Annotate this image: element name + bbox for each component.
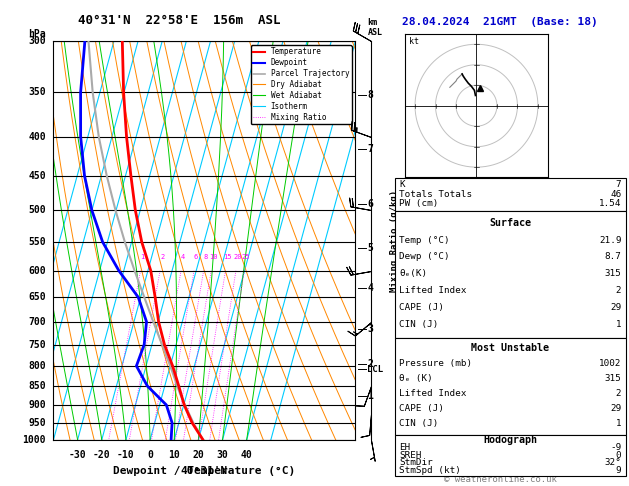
Text: 1: 1 [140, 254, 145, 260]
Text: θₑ(K): θₑ(K) [399, 269, 428, 278]
Text: 650: 650 [28, 292, 46, 302]
Text: 40°31'N  22°58'E  156m  ASL: 40°31'N 22°58'E 156m ASL [78, 14, 281, 27]
Text: 8: 8 [203, 254, 208, 260]
Text: Surface: Surface [489, 218, 532, 228]
Text: 800: 800 [28, 361, 46, 371]
Text: 15: 15 [223, 254, 231, 260]
Text: Dewpoint / Temperature (°C): Dewpoint / Temperature (°C) [113, 466, 296, 476]
Text: Pressure (mb): Pressure (mb) [399, 359, 472, 368]
Text: 25: 25 [242, 254, 250, 260]
Text: 20: 20 [192, 450, 204, 460]
Text: 40°31'N: 40°31'N [181, 466, 228, 476]
Text: 900: 900 [28, 400, 46, 410]
Text: 21.9: 21.9 [599, 236, 621, 244]
Text: 2: 2 [616, 286, 621, 295]
Text: 300: 300 [28, 36, 46, 46]
Text: Most Unstable: Most Unstable [471, 343, 550, 353]
Text: 5: 5 [367, 243, 374, 253]
Text: 8: 8 [367, 90, 374, 100]
Text: 1000: 1000 [23, 435, 46, 445]
Text: 6: 6 [367, 199, 374, 208]
Text: Hodograph: Hodograph [484, 435, 537, 445]
Text: 40: 40 [241, 450, 253, 460]
Text: 450: 450 [28, 171, 46, 180]
Text: 315: 315 [604, 269, 621, 278]
Text: CIN (J): CIN (J) [399, 418, 439, 428]
Text: 29: 29 [610, 303, 621, 312]
Text: 315: 315 [604, 374, 621, 382]
Text: © weatheronline.co.uk: © weatheronline.co.uk [443, 474, 557, 484]
Text: 500: 500 [28, 206, 46, 215]
Text: 7: 7 [616, 180, 621, 190]
Text: Mixing Ratio (g/kg): Mixing Ratio (g/kg) [390, 190, 399, 292]
Text: SREH: SREH [399, 451, 422, 460]
Text: 46: 46 [610, 190, 621, 199]
Text: kt: kt [409, 37, 419, 46]
Text: 9: 9 [616, 466, 621, 475]
Text: 1: 1 [616, 320, 621, 329]
Text: 350: 350 [28, 87, 46, 97]
Text: LCL: LCL [367, 365, 384, 374]
Text: km
ASL: km ASL [367, 18, 382, 37]
Text: 30: 30 [216, 450, 228, 460]
Text: 1: 1 [616, 418, 621, 428]
Text: 550: 550 [28, 237, 46, 247]
Text: -20: -20 [93, 450, 111, 460]
Text: hPa: hPa [28, 29, 46, 39]
Text: -9: -9 [610, 443, 621, 452]
Text: 750: 750 [28, 340, 46, 349]
Text: 10: 10 [209, 254, 218, 260]
Text: 10: 10 [169, 450, 180, 460]
Text: 2: 2 [367, 359, 374, 369]
Text: -10: -10 [117, 450, 135, 460]
Text: 0: 0 [616, 451, 621, 460]
Text: K: K [399, 180, 405, 190]
Text: 3: 3 [367, 324, 374, 334]
Text: 1.54: 1.54 [599, 199, 621, 208]
Text: 6: 6 [194, 254, 198, 260]
Text: 8.7: 8.7 [604, 252, 621, 261]
Text: Temp (°C): Temp (°C) [399, 236, 450, 244]
Text: PW (cm): PW (cm) [399, 199, 439, 208]
Text: CAPE (J): CAPE (J) [399, 403, 445, 413]
Text: 2: 2 [160, 254, 164, 260]
Text: 4: 4 [181, 254, 185, 260]
Text: StmDir: StmDir [399, 458, 433, 467]
Text: Lifted Index: Lifted Index [399, 389, 467, 398]
Text: 20: 20 [233, 254, 242, 260]
Text: θₑ (K): θₑ (K) [399, 374, 433, 382]
Text: 32°: 32° [604, 458, 621, 467]
Text: Dewp (°C): Dewp (°C) [399, 252, 450, 261]
Text: EH: EH [399, 443, 411, 452]
Text: CIN (J): CIN (J) [399, 320, 439, 329]
Text: 0: 0 [147, 450, 153, 460]
Legend: Temperature, Dewpoint, Parcel Trajectory, Dry Adiabat, Wet Adiabat, Isotherm, Mi: Temperature, Dewpoint, Parcel Trajectory… [251, 45, 352, 124]
Text: 28.04.2024  21GMT  (Base: 18): 28.04.2024 21GMT (Base: 18) [402, 17, 598, 27]
Text: 1002: 1002 [599, 359, 621, 368]
Text: Lifted Index: Lifted Index [399, 286, 467, 295]
Text: 950: 950 [28, 418, 46, 428]
Text: -30: -30 [69, 450, 86, 460]
Text: Totals Totals: Totals Totals [399, 190, 472, 199]
Text: 700: 700 [28, 317, 46, 327]
Text: 29: 29 [610, 403, 621, 413]
Text: 2: 2 [616, 389, 621, 398]
Text: StmSpd (kt): StmSpd (kt) [399, 466, 461, 475]
Text: 1: 1 [367, 391, 374, 400]
Text: 400: 400 [28, 132, 46, 141]
Text: 600: 600 [28, 266, 46, 276]
Text: 4: 4 [367, 283, 374, 293]
Text: CAPE (J): CAPE (J) [399, 303, 445, 312]
Text: 850: 850 [28, 381, 46, 391]
Text: 7: 7 [367, 144, 374, 154]
